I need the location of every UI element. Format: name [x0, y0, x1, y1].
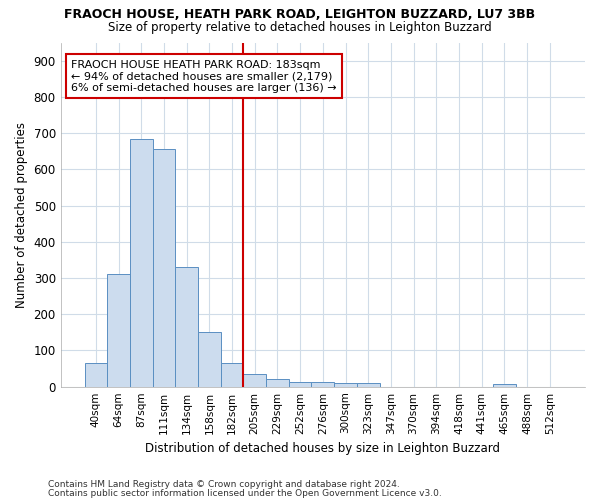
Text: FRAOCH HOUSE HEATH PARK ROAD: 183sqm
← 94% of detached houses are smaller (2,179: FRAOCH HOUSE HEATH PARK ROAD: 183sqm ← 9…: [71, 60, 337, 93]
Bar: [289, 382, 311, 386]
Y-axis label: Number of detached properties: Number of detached properties: [15, 122, 28, 308]
X-axis label: Distribution of detached houses by size in Leighton Buzzard: Distribution of detached houses by size …: [145, 442, 500, 455]
Bar: [175, 267, 198, 386]
Bar: [107, 274, 130, 386]
Bar: [334, 383, 357, 386]
Bar: [357, 383, 380, 386]
Text: Size of property relative to detached houses in Leighton Buzzard: Size of property relative to detached ho…: [108, 21, 492, 34]
Text: FRAOCH HOUSE, HEATH PARK ROAD, LEIGHTON BUZZARD, LU7 3BB: FRAOCH HOUSE, HEATH PARK ROAD, LEIGHTON …: [64, 8, 536, 20]
Bar: [311, 382, 334, 386]
Bar: [244, 374, 266, 386]
Bar: [493, 384, 516, 386]
Bar: [85, 363, 107, 386]
Bar: [221, 363, 244, 386]
Text: Contains HM Land Registry data © Crown copyright and database right 2024.: Contains HM Land Registry data © Crown c…: [48, 480, 400, 489]
Bar: [130, 138, 152, 386]
Text: Contains public sector information licensed under the Open Government Licence v3: Contains public sector information licen…: [48, 488, 442, 498]
Bar: [266, 380, 289, 386]
Bar: [152, 150, 175, 386]
Bar: [198, 332, 221, 386]
